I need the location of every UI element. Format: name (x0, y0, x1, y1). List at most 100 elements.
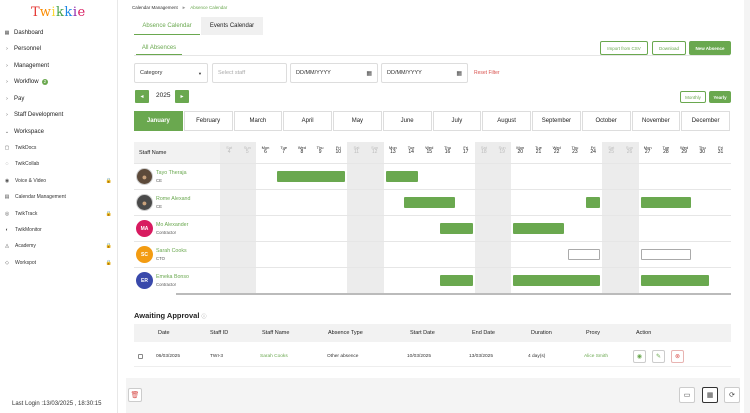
awaiting-approval-title: Awaiting Approval ⓘ (134, 311, 206, 320)
sidebar-item-label: TwikDocs (15, 145, 37, 151)
new-absence-button[interactable]: New Absence (689, 41, 731, 55)
day-name: Thu (571, 145, 579, 150)
prev-year-button[interactable]: ◂ (135, 90, 149, 103)
staff-name[interactable]: Mo Alexander (156, 222, 189, 228)
day-name: Thu (316, 145, 324, 150)
next-year-button[interactable]: ▸ (175, 90, 189, 103)
chevron-right-icon: › (6, 79, 8, 85)
app-logo[interactable]: Twikkie (31, 5, 86, 20)
proxy-cell[interactable]: Alice Smith (584, 354, 608, 359)
absence-bar[interactable] (404, 197, 455, 208)
absence-bar[interactable] (640, 197, 692, 208)
column-header: End Date (472, 330, 495, 336)
end-date-cell: 13/03/2025 (469, 354, 494, 359)
download-button[interactable]: Download (652, 41, 686, 55)
day-number: 26 (626, 149, 633, 155)
sidebar-item-academy[interactable]: ◬ Academy 🔒 (4, 241, 116, 251)
sidebar-item-staff-development[interactable]: › Staff Development (4, 110, 116, 120)
month-tab-march[interactable]: March (233, 111, 283, 131)
absence-bar[interactable] (586, 197, 601, 208)
day-column (493, 142, 512, 294)
delete-icon[interactable]: ⊗ (671, 350, 684, 363)
day-name: Tue (280, 145, 288, 150)
divider (134, 55, 730, 56)
sidebar-item-twikdocs[interactable]: ▢ TwikDocs (4, 143, 116, 153)
trash-icon[interactable]: 🗑 (128, 388, 142, 402)
absence-bar[interactable] (640, 275, 710, 286)
row-checkbox[interactable] (138, 354, 143, 359)
staff-name[interactable]: Emeka Bonso (156, 274, 189, 280)
day-number: 12 (371, 149, 378, 155)
day-number: 9 (318, 149, 322, 155)
info-icon[interactable]: ⓘ (201, 314, 207, 320)
month-tab-january[interactable]: January (134, 111, 183, 131)
day-number: 7 (282, 149, 286, 155)
view-icon[interactable]: ◉ (633, 350, 646, 363)
staff-name[interactable]: Tayo Theraja (156, 170, 187, 176)
category-select[interactable]: Category ▼ (134, 63, 208, 83)
day-number: 27 (644, 149, 651, 155)
sidebar-item-label: Personnel (14, 46, 42, 52)
duration-cell: 4 day(s) (528, 354, 546, 359)
sidebar-item-calendar-management[interactable]: ▤ Calendar Management (4, 192, 116, 202)
refresh-icon[interactable]: ⟳ (724, 387, 740, 403)
chevron-right-icon: › (6, 112, 8, 118)
sidebar-item-twiktrack[interactable]: ◎ TwikTrack 🔒 (4, 209, 116, 219)
sidebar-item-workflow[interactable]: › Workflow 2 (4, 77, 116, 87)
date-to-field[interactable]: DD/MM/YYYY ▦ (381, 63, 468, 83)
day-name: Mon (389, 145, 397, 150)
horizontal-scrollbar[interactable] (176, 293, 731, 295)
absence-bar[interactable] (513, 223, 564, 234)
sidebar-item-personnel[interactable]: › Personnel (4, 44, 116, 54)
sidebar-item-workspace[interactable]: ⌄ Workspace (4, 127, 116, 137)
absence-bar[interactable] (276, 171, 346, 182)
absence-bar[interactable] (513, 275, 601, 286)
sidebar-item-management[interactable]: › Management (4, 61, 116, 71)
sidebar-item-pay[interactable]: › Pay (4, 94, 116, 104)
calendar-icon[interactable]: ▦ (456, 70, 462, 77)
day-number: 6 (264, 149, 267, 155)
yearly-toggle[interactable]: Yearly (709, 91, 731, 103)
tab-all-absences[interactable]: All Absences (136, 41, 182, 55)
tab-absence-calendar[interactable]: Absence Calendar (134, 17, 200, 35)
month-tab-may[interactable]: May (333, 111, 382, 131)
table-view-icon[interactable]: ▭ (679, 387, 695, 403)
sidebar-item-voice-video[interactable]: ◉ Voice & Video 🔒 (4, 176, 116, 186)
calendar-icon[interactable]: ▦ (366, 70, 372, 77)
month-tab-july[interactable]: July (432, 111, 482, 131)
staff-name[interactable]: Sarah Cooks (156, 248, 187, 254)
import-csv-button[interactable]: Import from CSV (600, 41, 648, 55)
staff-name-cell[interactable]: Sarah Cooks (260, 354, 288, 359)
logo-letter: k (64, 5, 73, 20)
sidebar-item-twikcollab[interactable]: ◌ TwikCollab (4, 159, 116, 169)
calendar-view-icon[interactable]: ▦ (702, 387, 718, 403)
absence-bar[interactable] (440, 223, 473, 234)
month-tab-june[interactable]: June (382, 111, 432, 131)
absence-bar[interactable] (440, 275, 473, 286)
column-header: Start Date (410, 330, 435, 336)
day-number: 10 (335, 149, 342, 155)
sidebar-item-workspot[interactable]: ◇ Workspot 🔒 (4, 258, 116, 268)
absence-bar[interactable] (385, 171, 419, 182)
month-tab-december[interactable]: December (681, 111, 730, 131)
month-tab-april[interactable]: April (283, 111, 332, 131)
breadcrumb-root[interactable]: Calendar Management (132, 5, 178, 10)
date-from-field[interactable]: DD/MM/YYYY ▦ (290, 63, 378, 83)
sidebar-item-dashboard[interactable]: ▦ Dashboard (4, 28, 116, 38)
staff-name[interactable]: Rome Alexand (156, 196, 191, 202)
day-name: Wed (552, 145, 561, 150)
reset-filter-link[interactable]: Reset Filter (474, 70, 500, 76)
sidebar-item-twikmonitor[interactable]: ◐ TwikMonitor (4, 225, 116, 235)
month-tab-november[interactable]: November (631, 111, 681, 131)
month-tab-february[interactable]: February (183, 111, 233, 131)
monthly-toggle[interactable]: Monthly (680, 91, 706, 103)
month-tab-september[interactable]: September (532, 111, 581, 131)
pending-absence-bar[interactable] (567, 249, 601, 260)
pending-absence-bar[interactable] (640, 249, 692, 260)
edit-icon[interactable]: ✎ (652, 350, 665, 363)
tab-events-calendar[interactable]: Events Calendar (201, 17, 263, 35)
month-tab-october[interactable]: October (581, 111, 631, 131)
month-tab-august[interactable]: August (482, 111, 531, 131)
staff-select[interactable]: Select staff (212, 63, 287, 83)
staff-row: SC Sarah Cooks CTO (134, 241, 731, 267)
